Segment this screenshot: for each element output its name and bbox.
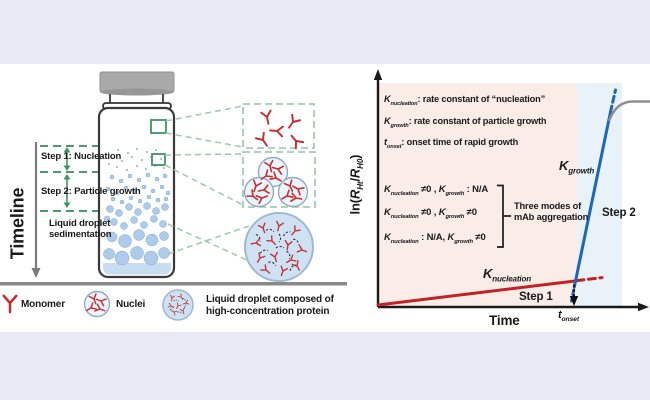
sedimentation-label: Liquid droplet sedimentation (49, 218, 112, 241)
legend-droplet-icon (162, 289, 194, 321)
vial-liquid-layer (103, 263, 171, 275)
plateau-curve (607, 100, 650, 122)
step2-region (577, 83, 622, 307)
x-axis-arrowhead-icon (638, 302, 649, 312)
modes-bracket (497, 184, 511, 248)
definition-k-nucleation: Knucleation: rate constant of “nucleatio… (384, 94, 546, 107)
step1-label: Step 1: Nucleation (41, 151, 122, 162)
mode-line-1: Knucleation ≠0 , Kgrowth : N/A (384, 184, 489, 197)
definition-k-growth: Kgrowth: rate constant of particle growt… (384, 116, 547, 129)
mode-line-2: Knucleation ≠0 , Kgrowth ≠0 (384, 207, 477, 220)
step1-annotation: Step 1 (519, 291, 553, 303)
timeline-interval-arrows (63, 147, 71, 208)
three-modes-label: Three modes of mAb aggregation (514, 201, 589, 222)
nuclei-zoom-box (242, 151, 316, 208)
magnifier-squares (150, 119, 167, 166)
step1-region (379, 83, 577, 307)
magnifier-connector-lines (164, 105, 252, 263)
mode-line-3: Knucleation : N/A, Kgrowth ≠0 (384, 232, 486, 245)
y-axis-arrowhead-icon (373, 69, 383, 80)
vial-cap-rim (100, 88, 174, 96)
t-onset-arrowhead-icon (569, 296, 579, 306)
legend-monomer-label: Monomer (21, 299, 65, 310)
legend-nuclei-label: Nuclei (116, 299, 146, 310)
k-growth-annotation: Kgrowth (559, 158, 595, 176)
k-nucleation-annotation: Knucleation (483, 266, 531, 284)
step2-annotation: Step 2 (602, 207, 636, 219)
legend-monomer-icon (2, 294, 18, 314)
y-axis-label: ln(RHt/RH0) (347, 154, 366, 215)
legend-droplet-label: Liquid droplet composed of high-concentr… (206, 294, 334, 317)
timeline-axis-label: Timeline (7, 187, 28, 260)
t-onset-arrow (569, 284, 579, 306)
t-onset-tick-label: tonset (558, 309, 579, 324)
definition-t-onset: tonset: onset time of rapid growth (384, 137, 519, 150)
ground-line (0, 282, 347, 286)
timeline-arrowhead-icon (31, 268, 41, 278)
vial-droplets (103, 172, 171, 266)
step2-label: Step 2: Particle growth (41, 186, 141, 197)
legend-nuclei-icon (83, 290, 111, 318)
monomer-zoom-box (242, 103, 315, 150)
nucleation-line (376, 276, 604, 307)
plot-axes (373, 69, 649, 312)
x-axis-label: Time (489, 313, 520, 328)
timeline-axis (31, 142, 41, 278)
vial-illustration (97, 71, 176, 279)
droplet-zoom-circle (244, 212, 314, 282)
